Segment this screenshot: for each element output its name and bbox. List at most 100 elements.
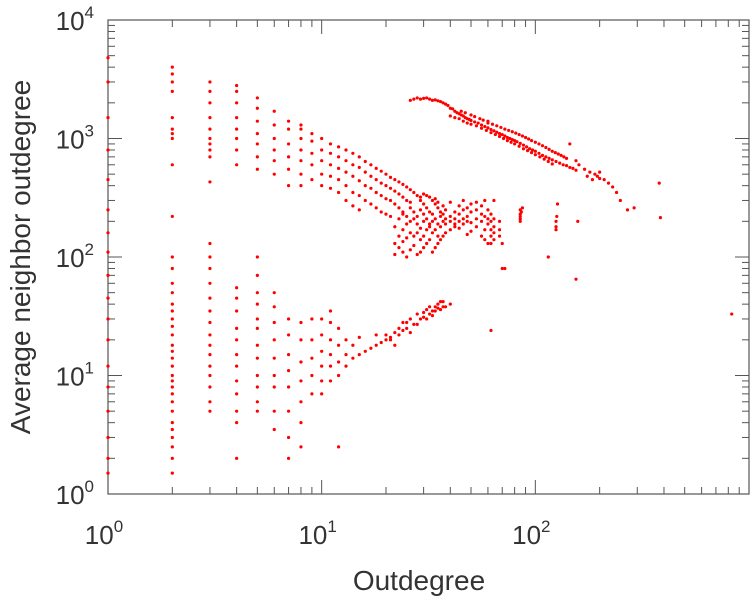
- data-point: [412, 97, 416, 101]
- data-point: [336, 166, 341, 170]
- data-point: [448, 114, 452, 118]
- data-point: [397, 246, 401, 250]
- data-point: [357, 165, 361, 170]
- data-point: [344, 198, 348, 203]
- data-point: [310, 338, 314, 342]
- data-point: [384, 184, 388, 188]
- data-point: [446, 103, 450, 108]
- data-point: [286, 317, 291, 321]
- data-point: [405, 236, 409, 240]
- data-point: [310, 163, 314, 167]
- data-point: [547, 147, 551, 151]
- data-point: [401, 212, 405, 216]
- data-point: [255, 131, 259, 136]
- data-point: [495, 130, 499, 134]
- data-point: [170, 400, 174, 404]
- data-point: [401, 228, 405, 232]
- data-point: [299, 360, 303, 364]
- data-point: [514, 131, 518, 135]
- data-point: [632, 206, 636, 210]
- data-point: [379, 340, 383, 345]
- data-point: [106, 471, 110, 475]
- data-point: [401, 210, 405, 214]
- data-point: [433, 197, 437, 201]
- data-point: [320, 184, 324, 188]
- data-point: [393, 241, 397, 246]
- data-point: [272, 159, 276, 163]
- data-point: [235, 409, 239, 413]
- data-point: [388, 338, 393, 342]
- data-point: [299, 136, 303, 141]
- data-point: [428, 225, 432, 229]
- data-point: [438, 210, 443, 214]
- data-point: [529, 139, 534, 143]
- data-point: [235, 163, 239, 167]
- data-point: [517, 132, 521, 137]
- data-point: [208, 353, 212, 357]
- data-point: [336, 326, 341, 330]
- y-axis-title: Average neighbor outdegree: [5, 80, 36, 434]
- data-point: [513, 142, 517, 146]
- data-point: [170, 435, 174, 440]
- data-point: [320, 333, 324, 337]
- data-point: [433, 228, 437, 232]
- data-point: [208, 136, 212, 141]
- data-point: [486, 119, 490, 123]
- data-point: [428, 222, 432, 226]
- data-point: [286, 353, 291, 357]
- data-point: [320, 364, 324, 368]
- data-point: [363, 184, 367, 188]
- data-point: [170, 364, 174, 368]
- data-point: [106, 296, 110, 300]
- data-point: [170, 65, 174, 69]
- data-point: [448, 228, 452, 232]
- data-point: [418, 97, 423, 101]
- data-point: [351, 163, 355, 167]
- data-point: [430, 219, 435, 223]
- data-point: [299, 421, 303, 425]
- data-point: [286, 333, 291, 337]
- data-point: [170, 89, 174, 93]
- data-point: [418, 250, 423, 254]
- data-point: [106, 177, 110, 182]
- x-tick-label: 101: [298, 517, 336, 550]
- data-point: [412, 322, 416, 326]
- data-point: [255, 119, 259, 123]
- data-point: [235, 101, 239, 105]
- data-point: [430, 231, 435, 235]
- data-point: [351, 174, 355, 178]
- data-point: [577, 163, 581, 167]
- data-point: [344, 184, 348, 188]
- data-point: [497, 219, 502, 223]
- data-point: [235, 456, 239, 460]
- y-tick-label: 103: [56, 122, 94, 155]
- data-point: [463, 111, 467, 115]
- data-point: [369, 186, 373, 190]
- data-point: [483, 198, 487, 203]
- data-point: [730, 312, 734, 316]
- data-point: [497, 234, 502, 238]
- data-point: [401, 182, 405, 186]
- data-point: [618, 198, 622, 203]
- data-point: [500, 241, 504, 246]
- data-point: [405, 326, 409, 330]
- data-point: [208, 80, 212, 84]
- data-point: [425, 228, 429, 232]
- data-point: [598, 176, 602, 181]
- data-point: [436, 99, 440, 103]
- data-point: [272, 136, 276, 141]
- data-point: [208, 180, 212, 184]
- y-tick-label: 104: [56, 3, 94, 36]
- data-point: [393, 331, 397, 335]
- data-point: [483, 125, 487, 129]
- data-point: [255, 96, 259, 100]
- data-point: [235, 127, 239, 131]
- data-point: [170, 445, 174, 449]
- data-point: [357, 179, 361, 183]
- data-point: [453, 225, 457, 229]
- data-point: [465, 214, 469, 219]
- data-point: [320, 317, 324, 321]
- data-point: [170, 214, 174, 219]
- data-point: [170, 379, 174, 383]
- data-point: [489, 241, 493, 246]
